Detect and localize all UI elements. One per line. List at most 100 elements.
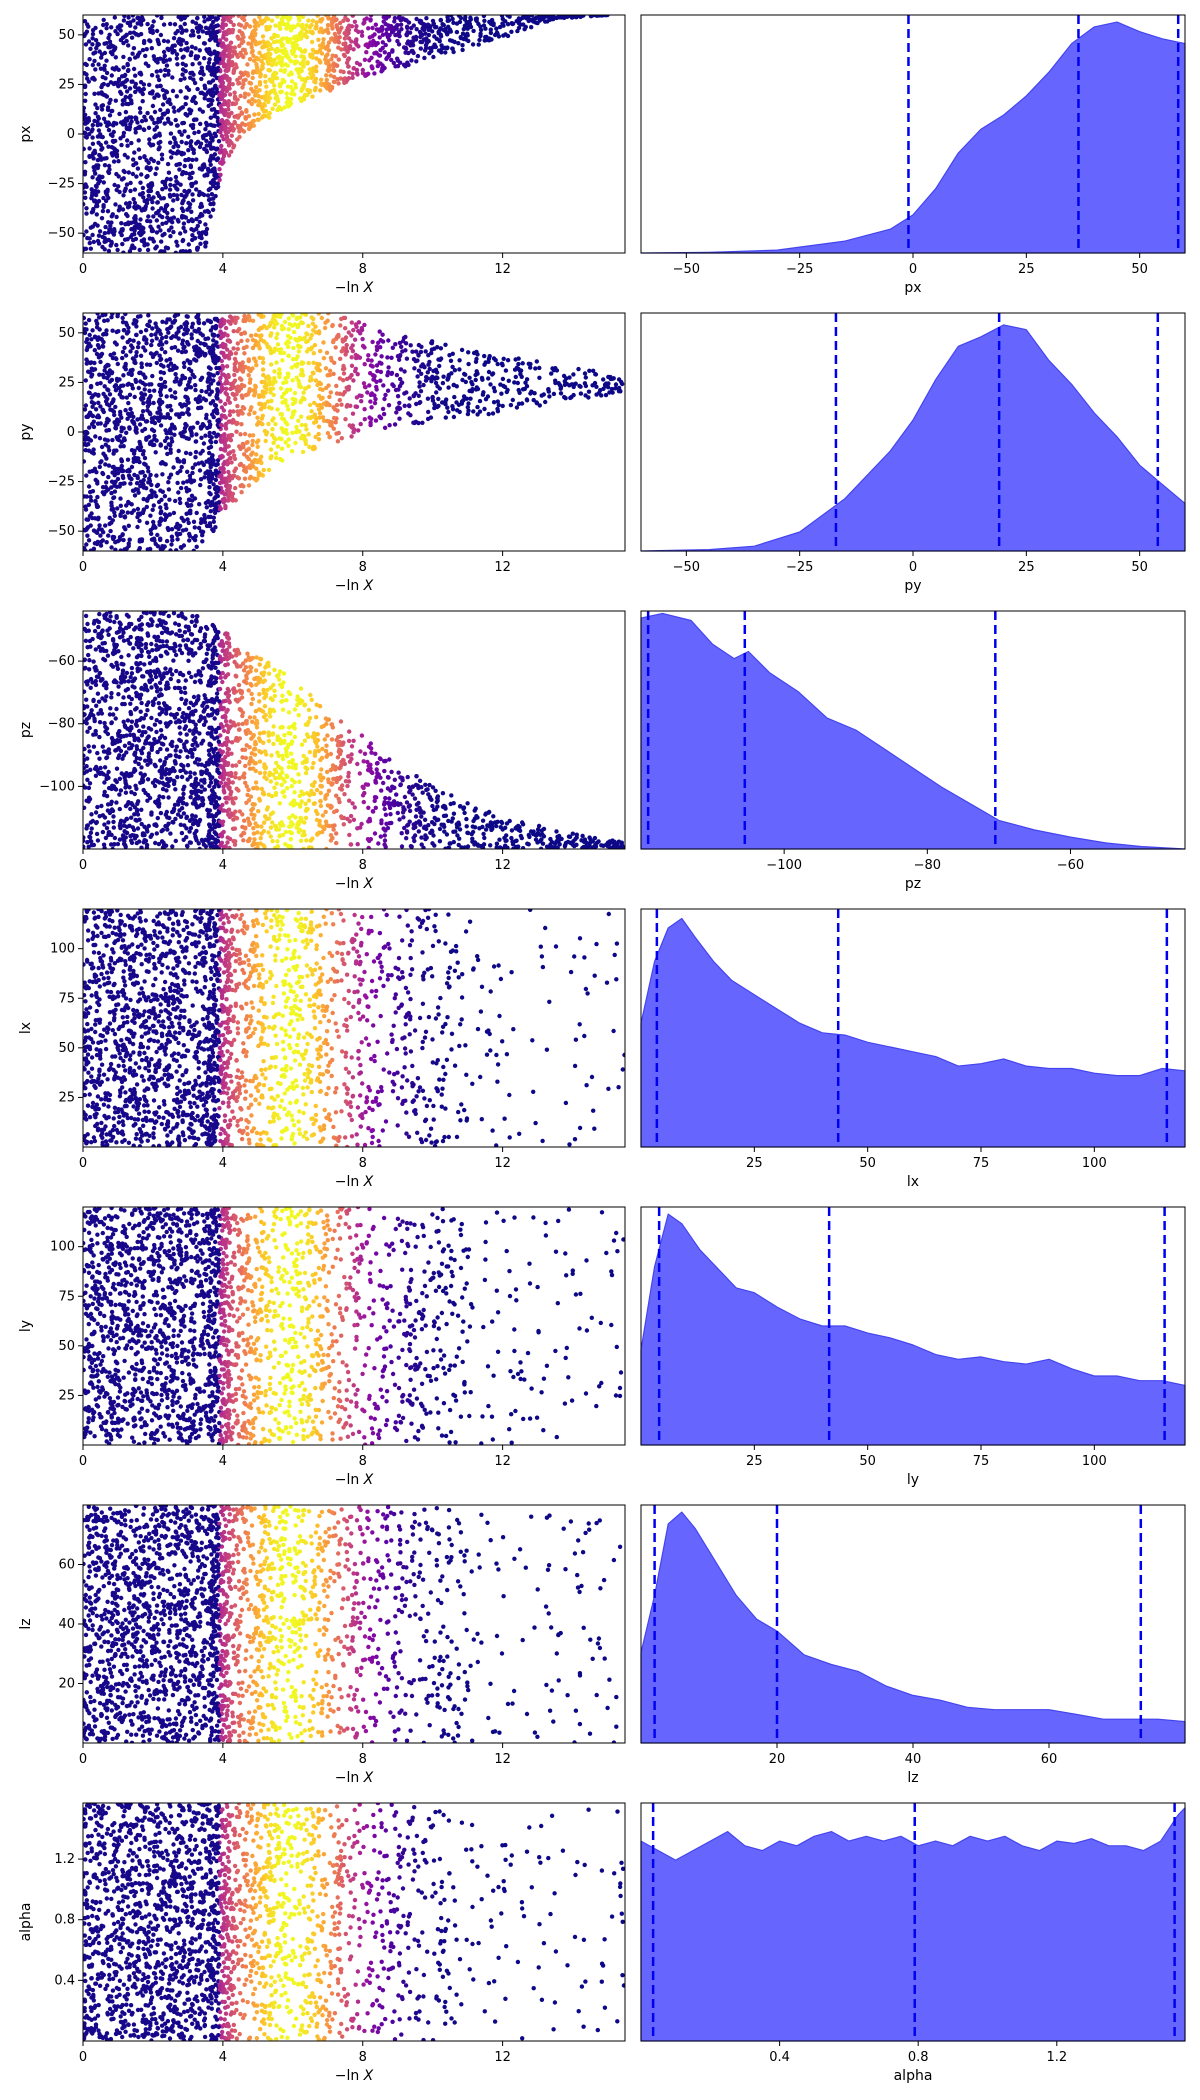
trace-point: [380, 45, 385, 51]
trace-point: [260, 422, 265, 427]
trace-point: [246, 41, 251, 46]
kde-xtick-label: −25: [786, 262, 813, 277]
trace-point: [167, 317, 172, 322]
trace-point: [341, 18, 346, 23]
trace-point: [425, 22, 431, 27]
trace-point: [185, 327, 190, 333]
trace-point: [175, 480, 180, 486]
trace-point: [163, 384, 168, 389]
trace-point: [176, 326, 181, 331]
trace-point: [157, 522, 162, 527]
trace-point: [144, 341, 149, 346]
trace-point: [613, 382, 619, 387]
trace-point: [163, 415, 168, 420]
trace-point: [344, 342, 349, 348]
trace-point: [184, 314, 189, 319]
trace-point: [224, 29, 229, 34]
trace-point: [121, 54, 126, 60]
trace-point: [201, 321, 207, 326]
trace-point: [109, 220, 114, 225]
trace-point: [260, 356, 266, 361]
trace-point: [141, 345, 146, 350]
trace-point: [164, 538, 170, 544]
trace-point: [218, 172, 223, 177]
trace-point: [313, 416, 319, 421]
trace-point: [187, 205, 192, 210]
trace-point: [145, 110, 150, 116]
trace-point: [196, 230, 202, 235]
trace-point: [334, 391, 340, 396]
trace-point: [571, 392, 576, 398]
trace-point: [183, 157, 188, 163]
trace-point: [210, 98, 215, 103]
trace-point: [551, 391, 557, 397]
trace-point: [255, 117, 260, 122]
trace-point: [83, 548, 88, 551]
trace-point: [178, 431, 183, 436]
trace-point: [211, 519, 216, 524]
trace-point: [281, 429, 286, 434]
trace-point: [261, 39, 266, 44]
trace-point: [396, 33, 402, 38]
trace-point: [127, 337, 133, 343]
trace-point: [558, 391, 564, 396]
trace-point: [171, 320, 176, 325]
trace-point: [169, 534, 175, 539]
trace-point: [361, 21, 366, 26]
trace-point: [342, 366, 347, 371]
trace-point: [236, 476, 242, 481]
trace-point: [423, 31, 428, 36]
trace-point: [190, 233, 195, 238]
trace-point: [298, 436, 304, 441]
trace-point: [217, 76, 223, 81]
trace-point: [199, 90, 205, 96]
trace-point: [382, 50, 387, 55]
trace-point: [203, 127, 208, 132]
trace-point: [395, 38, 400, 44]
trace-point: [107, 392, 113, 397]
trace-point: [285, 374, 291, 380]
trace-point: [155, 57, 160, 62]
trace-point: [155, 60, 160, 65]
trace-point: [247, 318, 252, 323]
trace-point: [465, 405, 470, 410]
trace-point: [146, 323, 152, 329]
trace-point: [175, 470, 180, 476]
trace-point: [246, 358, 251, 364]
trace-point: [370, 339, 375, 345]
trace-point: [463, 15, 468, 20]
trace-point: [212, 84, 218, 90]
trace-point: [347, 46, 353, 51]
trace-point: [113, 547, 118, 551]
trace-point: [298, 414, 304, 419]
trace-point: [84, 206, 89, 211]
trace-point: [149, 46, 154, 51]
trace-point: [294, 356, 299, 362]
trace-point: [418, 31, 423, 36]
trace-point: [250, 97, 255, 102]
trace-point: [113, 80, 118, 86]
trace-point: [144, 174, 149, 180]
trace-point: [422, 55, 427, 61]
trace-point: [299, 422, 304, 428]
trace-point: [163, 502, 168, 507]
trace-point: [254, 61, 259, 67]
trace-point: [418, 400, 423, 405]
trace-point: [304, 427, 309, 432]
trace-point: [306, 384, 311, 389]
trace-point: [128, 234, 133, 240]
trace-point: [338, 356, 343, 361]
trace-point: [126, 67, 131, 73]
trace-point: [97, 436, 103, 441]
trace-point: [90, 209, 96, 214]
trace-point: [315, 361, 320, 367]
trace-point: [143, 118, 148, 123]
trace-point: [404, 356, 410, 361]
trace-point: [160, 221, 165, 226]
trace-point: [84, 339, 89, 345]
trace-point: [83, 232, 86, 238]
trace-point: [197, 107, 202, 112]
trace-point: [118, 136, 123, 141]
trace-point: [84, 29, 90, 34]
trace-point: [106, 388, 111, 393]
